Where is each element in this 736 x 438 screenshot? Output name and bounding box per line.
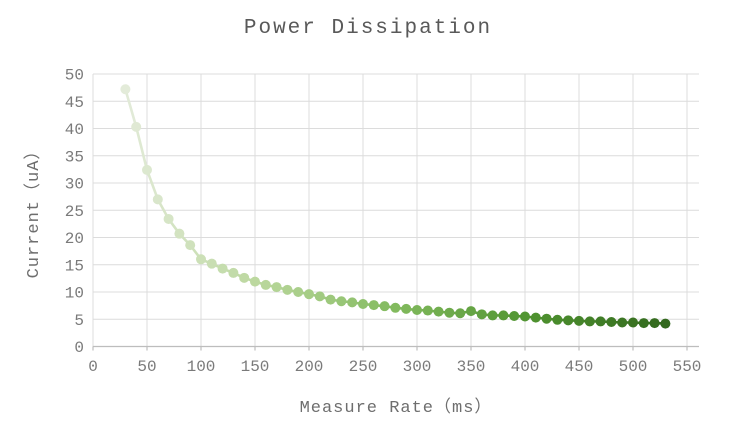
data-point [314,291,325,302]
data-point [358,298,368,309]
data-point [152,194,163,205]
data-point [390,302,401,313]
series-line-segment [134,126,149,171]
y-tick-label: 15 [65,257,84,275]
data-point [206,258,217,269]
data-point [239,272,250,283]
data-point [617,317,628,328]
y-tick-label: 50 [65,67,84,85]
x-tick-label: 400 [511,358,540,376]
data-point [476,309,487,320]
data-point [487,310,498,321]
data-point [552,314,563,325]
x-tick-label: 100 [187,358,216,376]
data-point [217,263,228,274]
series-line-segment [145,169,160,200]
data-point [530,312,541,323]
data-point [304,289,314,300]
data-point [563,315,574,326]
x-tick-label: 550 [673,358,702,376]
x-tick-label: 50 [137,358,156,376]
y-tick-label: 25 [65,203,84,221]
data-point [595,316,606,327]
x-tick-label: 450 [565,358,594,376]
data-point [282,284,293,295]
data-point [142,164,152,175]
data-point [574,315,584,326]
data-point [401,303,412,314]
x-tick-label: 500 [619,358,648,376]
y-tick-label: 20 [65,230,84,248]
data-point [325,294,336,305]
x-tick-label: 250 [349,358,378,376]
data-point [260,279,271,290]
y-tick-label: 35 [65,148,84,166]
y-tick-label: 30 [65,176,84,194]
y-tick-label: 10 [65,285,84,303]
data-point [649,318,660,329]
data-point [163,213,174,224]
data-point [185,240,196,251]
x-axis-title: Measure Rate（ms） [299,399,493,418]
data-point [433,306,444,317]
data-point [466,306,476,317]
data-point [584,316,595,327]
data-point [498,310,509,321]
data-point [196,254,206,265]
data-point [174,228,185,239]
data-point [660,318,671,329]
data-point [412,304,422,315]
data-point [271,282,282,293]
data-point [250,276,260,287]
data-point [606,316,617,327]
data-point [455,308,466,319]
y-tick-label: 0 [74,339,84,357]
data-point [422,305,433,316]
data-point [228,267,239,278]
data-point [509,310,520,321]
y-tick-label: 45 [65,94,84,112]
data-point [379,301,390,312]
x-tick-label: 350 [457,358,486,376]
data-point [347,297,358,308]
data-point [131,121,142,132]
y-tick-label: 40 [65,121,84,139]
data-point [336,296,347,307]
y-tick-label: 5 [74,312,84,330]
data-point [628,317,638,328]
x-tick-label: 200 [295,358,324,376]
chart-title: Power Dissipation [243,17,493,40]
data-point [444,307,455,318]
x-tick-label: 150 [241,358,270,376]
data-point [120,84,131,95]
data-point [541,313,552,324]
x-tick-label: 0 [88,358,98,376]
series-line-segment [124,88,138,128]
data-point [368,300,379,311]
data-point [638,318,649,329]
x-tick-label: 300 [403,358,432,376]
data-point [293,287,304,297]
data-point [520,311,530,322]
